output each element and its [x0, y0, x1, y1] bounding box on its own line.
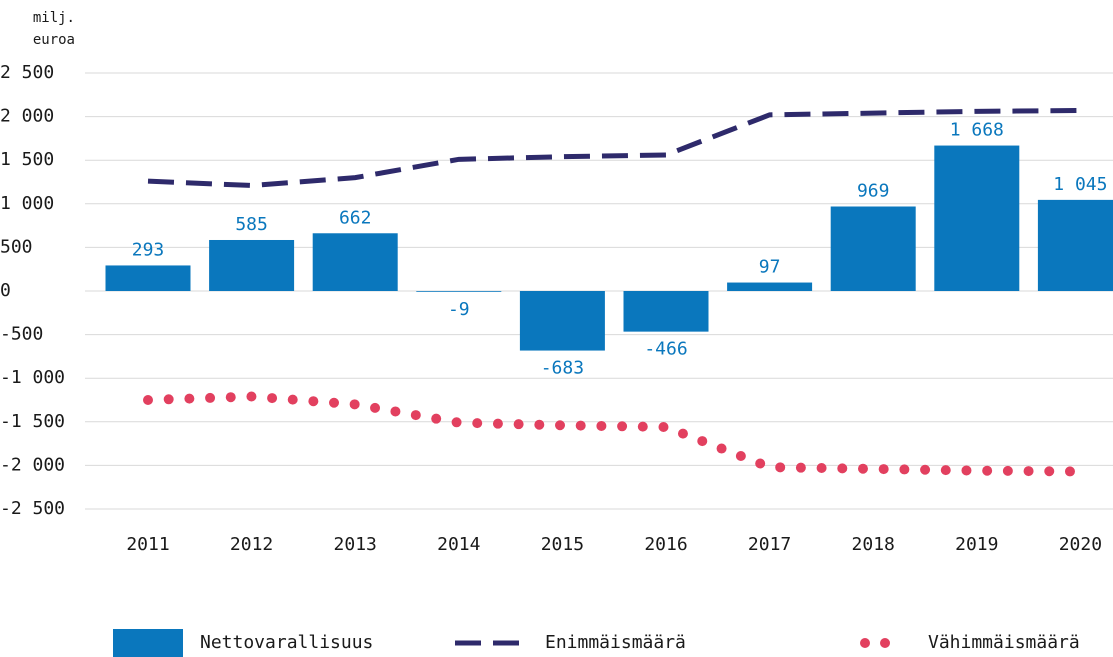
y-tick-label: -1 500: [0, 411, 65, 432]
bar: [519, 291, 605, 351]
y-tick-label: -500: [0, 324, 43, 345]
bar: [727, 282, 813, 291]
bar: [934, 145, 1020, 291]
x-tick-label: 2016: [644, 534, 687, 555]
legend-swatch: [113, 629, 183, 657]
legend-label: Vähimmäismäärä: [928, 632, 1080, 653]
y-tick-label: -2 000: [0, 454, 65, 475]
y-tick-label: 1 500: [0, 149, 54, 170]
value-label: 969: [857, 181, 890, 202]
y-tick-label: 2 500: [0, 62, 54, 83]
bar: [209, 239, 295, 291]
bar: [105, 265, 191, 291]
y-unit-label: milj.: [33, 10, 75, 26]
value-label: 585: [235, 214, 268, 235]
value-label: -9: [448, 299, 470, 320]
y-tick-label: -1 000: [0, 367, 65, 388]
y-unit-label: euroa: [33, 32, 75, 48]
value-label: -466: [644, 339, 687, 360]
value-label: -683: [541, 358, 584, 379]
x-tick-label: 2017: [748, 534, 791, 555]
x-tick-label: 2015: [541, 534, 584, 555]
x-tick-label: 2019: [955, 534, 998, 555]
bar: [416, 291, 502, 292]
y-tick-label: 2 000: [0, 106, 54, 127]
x-tick-label: 2018: [852, 534, 895, 555]
value-label: 293: [132, 239, 165, 260]
line: [147, 107, 1081, 188]
line: [143, 391, 1086, 477]
x-tick-label: 2012: [230, 534, 273, 555]
bar: [312, 233, 398, 291]
x-tick-label: 2011: [126, 534, 169, 555]
bar: [1037, 199, 1113, 291]
y-tick-label: -2 500: [0, 498, 65, 519]
y-tick-label: 500: [0, 236, 33, 257]
value-label: 662: [339, 207, 372, 228]
y-tick-label: 1 000: [0, 193, 54, 214]
legend-label: Enimmäismäärä: [545, 632, 686, 653]
bar: [830, 206, 916, 291]
value-label: 1 045: [1053, 174, 1107, 195]
value-label: 97: [759, 257, 781, 278]
bar: [623, 291, 709, 332]
y-tick-label: 0: [0, 280, 11, 301]
x-tick-label: 2013: [334, 534, 377, 555]
x-tick-label: 2020: [1059, 534, 1102, 555]
value-label: 1 668: [950, 120, 1004, 141]
x-tick-label: 2014: [437, 534, 480, 555]
legend-label: Nettovarallisuus: [200, 632, 373, 653]
